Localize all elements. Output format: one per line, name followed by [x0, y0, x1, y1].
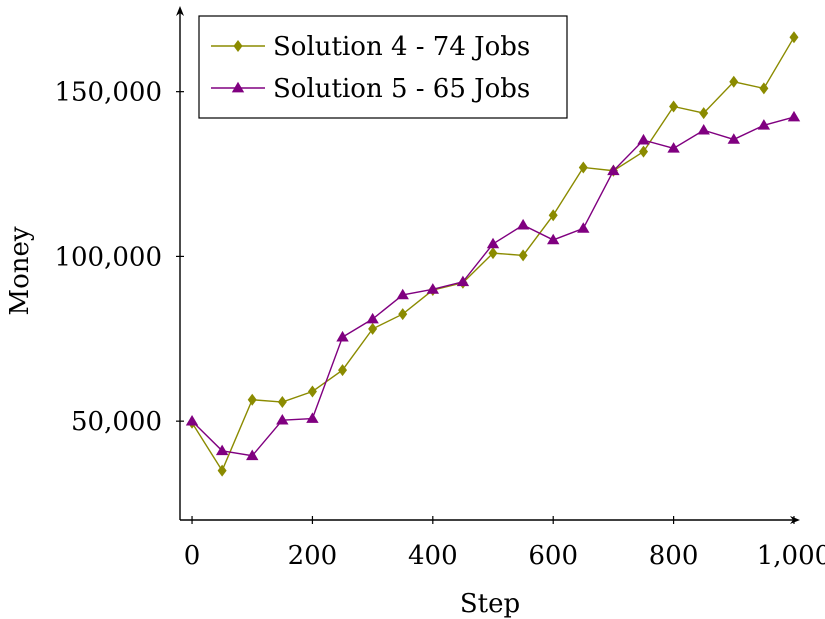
y-axis-arrowhead	[176, 6, 184, 16]
legend-label-solution-4: Solution 4 - 74 Jobs	[273, 32, 530, 62]
legend-box	[198, 15, 568, 119]
x-tick-label: 0	[184, 541, 201, 571]
data-point-triangle	[246, 449, 259, 461]
data-point-diamond	[368, 322, 378, 335]
data-point-triangle	[396, 288, 409, 300]
data-point-triangle	[276, 413, 289, 425]
x-ticks: 0 200 400 600 800 1,000	[184, 516, 825, 571]
axes	[176, 6, 800, 524]
y-tick-label: 50,000	[71, 407, 162, 437]
legend-entry-solution-5: Solution 5 - 65 Jobs	[211, 74, 530, 104]
y-ticks: 50,000 100,000 150,000	[54, 78, 184, 437]
data-point-diamond	[518, 249, 528, 262]
data-point-triangle	[185, 414, 199, 426]
legend-label-solution-5: Solution 5 - 65 Jobs	[273, 74, 530, 104]
data-point-diamond	[217, 464, 227, 477]
legend-marker-diamond	[233, 40, 243, 52]
data-point-triangle	[366, 312, 379, 324]
legend-marker-triangle	[231, 81, 245, 93]
data-point-diamond	[488, 247, 498, 260]
data-point-triangle	[697, 124, 710, 135]
y-axis-label: Money	[5, 226, 35, 315]
data-point-diamond	[277, 396, 287, 409]
x-axis-arrowhead	[790, 516, 800, 524]
data-point-diamond	[759, 82, 769, 95]
data-point-triangle	[757, 119, 771, 130]
data-point-triangle	[547, 233, 560, 245]
series-solution-5	[185, 110, 801, 461]
data-point-triangle	[607, 164, 620, 176]
data-point-triangle	[456, 275, 470, 287]
data-point-triangle	[426, 283, 440, 294]
x-tick-label: 800	[649, 541, 699, 571]
data-point-triangle	[336, 330, 349, 342]
data-point-triangle	[577, 222, 590, 233]
data-point-triangle	[486, 237, 500, 249]
legend-entry-solution-4: Solution 4 - 74 Jobs	[211, 32, 530, 62]
x-tick-label: 600	[528, 541, 578, 571]
x-tick-label: 200	[288, 541, 338, 571]
x-axis-label: Step	[460, 589, 520, 619]
data-point-diamond	[669, 100, 679, 113]
data-point-diamond	[699, 107, 709, 120]
x-tick-label: 400	[408, 541, 458, 571]
data-point-triangle	[637, 133, 650, 145]
data-point-diamond	[398, 308, 408, 321]
data-point-diamond	[307, 385, 317, 398]
data-point-diamond	[729, 75, 739, 88]
data-point-diamond	[578, 161, 588, 174]
y-tick-label: 150,000	[54, 78, 162, 108]
data-point-triangle	[787, 110, 801, 122]
data-point-triangle	[667, 142, 680, 153]
data-point-triangle	[215, 444, 229, 456]
data-point-triangle	[516, 218, 530, 230]
data-point-diamond	[247, 393, 257, 406]
data-point-diamond	[638, 145, 648, 158]
data-point-diamond	[338, 364, 348, 377]
series-layer	[185, 31, 801, 477]
data-point-triangle	[306, 412, 319, 423]
data-point-diamond	[548, 209, 558, 222]
y-tick-label: 100,000	[54, 242, 162, 272]
x-tick-label: 1,000	[757, 541, 825, 571]
data-point-triangle	[727, 133, 740, 144]
legend: Solution 4 - 74 Jobs Solution 5 - 65 Job…	[198, 15, 568, 119]
data-point-diamond	[789, 31, 799, 44]
